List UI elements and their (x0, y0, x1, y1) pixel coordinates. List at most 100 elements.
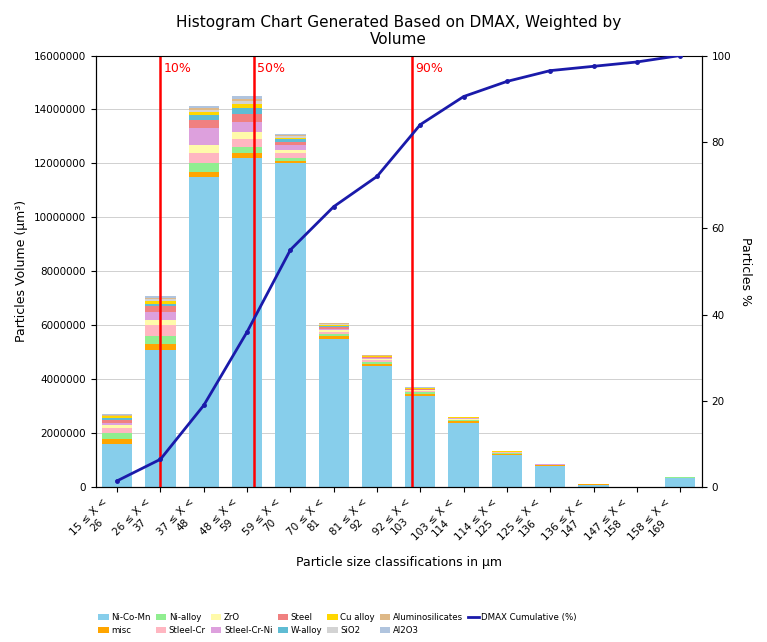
Bar (232, 114, 262, 121)
Bar (665, 478, 696, 487)
Bar (318, 324, 349, 325)
Bar (362, 366, 392, 487)
Text: 50%: 50% (257, 62, 285, 75)
Bar (102, 420, 133, 422)
Bar (189, 115, 219, 120)
Bar (189, 153, 219, 164)
DMAX Cumulative (%) (286, 246, 295, 254)
DMAX Cumulative (%) (416, 121, 425, 128)
Bar (362, 357, 392, 358)
Bar (535, 465, 565, 487)
Bar (449, 420, 479, 421)
Bar (275, 137, 305, 138)
Bar (275, 164, 305, 487)
Bar (275, 139, 305, 142)
Bar (275, 153, 305, 158)
Bar (145, 296, 176, 298)
Bar (189, 110, 219, 112)
Text: 10%: 10% (164, 62, 192, 75)
Bar (232, 158, 262, 487)
Y-axis label: Particles Volume (μm³): Particles Volume (μm³) (15, 200, 28, 342)
DMAX Cumulative (%) (632, 58, 641, 66)
Bar (405, 394, 436, 395)
Bar (318, 336, 349, 339)
Bar (102, 416, 133, 418)
Bar (275, 160, 305, 164)
Bar (492, 455, 522, 487)
Bar (318, 334, 349, 336)
Bar (102, 418, 133, 420)
Bar (578, 485, 609, 487)
Bar (362, 362, 392, 364)
DMAX Cumulative (%) (199, 401, 209, 409)
DMAX Cumulative (%) (373, 173, 382, 180)
Bar (362, 358, 392, 360)
Bar (145, 301, 176, 304)
Bar (275, 138, 305, 139)
DMAX Cumulative (%) (113, 477, 122, 485)
Bar (275, 134, 305, 135)
Bar (189, 144, 219, 153)
X-axis label: Particle size classifications in μm: Particle size classifications in μm (295, 556, 502, 569)
Bar (145, 350, 176, 487)
DMAX Cumulative (%) (676, 51, 685, 59)
Bar (362, 364, 392, 366)
Line: DMAX Cumulative (%): DMAX Cumulative (%) (116, 54, 682, 483)
Bar (189, 120, 219, 128)
Bar (492, 454, 522, 455)
Bar (145, 336, 176, 344)
Bar (318, 325, 349, 326)
Bar (102, 425, 133, 428)
Bar (405, 395, 436, 487)
Bar (232, 96, 262, 99)
Bar (145, 306, 176, 312)
Bar (189, 177, 219, 487)
Bar (145, 298, 176, 299)
Bar (102, 415, 133, 416)
Bar (145, 299, 176, 301)
Bar (449, 421, 479, 422)
Bar (318, 330, 349, 332)
Legend: Ni-Co-Mn, misc, Ni-alloy, Stleel-Cr, ZrO, Stleel-Cr-Ni, Steel, W-alloy, Cu alloy: Ni-Co-Mn, misc, Ni-alloy, Stleel-Cr, ZrO… (96, 611, 579, 638)
Bar (102, 428, 133, 433)
Bar (102, 444, 133, 487)
Bar (275, 150, 305, 153)
Title: Histogram Chart Generated Based on DMAX, Weighted by
Volume: Histogram Chart Generated Based on DMAX,… (176, 15, 621, 48)
Bar (145, 304, 176, 306)
Bar (145, 344, 176, 350)
Bar (189, 108, 219, 110)
Bar (232, 121, 262, 132)
DMAX Cumulative (%) (502, 78, 512, 85)
Bar (318, 339, 349, 487)
Bar (232, 108, 262, 114)
Bar (189, 128, 219, 144)
DMAX Cumulative (%) (589, 62, 598, 70)
Y-axis label: Particles %: Particles % (739, 237, 752, 306)
Bar (449, 422, 479, 487)
Text: 90%: 90% (415, 62, 443, 75)
Bar (275, 158, 305, 160)
Bar (318, 326, 349, 327)
Bar (318, 332, 349, 334)
Bar (189, 171, 219, 177)
Bar (232, 101, 262, 104)
Bar (189, 106, 219, 108)
Bar (318, 329, 349, 330)
Bar (145, 312, 176, 320)
DMAX Cumulative (%) (156, 455, 165, 463)
Bar (232, 132, 262, 139)
Bar (102, 438, 133, 444)
Bar (189, 164, 219, 171)
Bar (232, 139, 262, 147)
DMAX Cumulative (%) (545, 67, 555, 74)
Bar (275, 144, 305, 150)
DMAX Cumulative (%) (242, 328, 252, 336)
Bar (102, 414, 133, 415)
Bar (318, 327, 349, 329)
Bar (405, 390, 436, 391)
Bar (232, 147, 262, 153)
Bar (232, 104, 262, 108)
Bar (362, 360, 392, 362)
Bar (189, 112, 219, 115)
Bar (145, 325, 176, 336)
